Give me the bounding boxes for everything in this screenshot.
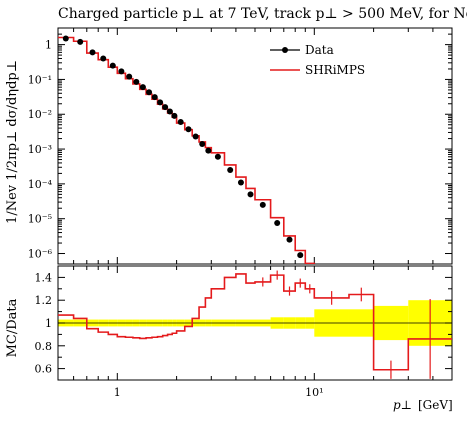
- data-point: [166, 108, 173, 115]
- data-point: [274, 220, 281, 227]
- legend-data-marker: [282, 47, 288, 53]
- y-tick-label-main: 10⁻¹: [28, 73, 52, 86]
- main-frame: [57, 27, 453, 265]
- y-tick-label-main: 1: [45, 39, 52, 52]
- y-axis-label-main: 1/Nev 1/2πp⊥ dσ/dηdp⊥: [5, 60, 20, 224]
- data-point: [297, 252, 304, 259]
- data-point: [205, 147, 212, 154]
- x-axis-label: p⊥ [GeV]: [393, 398, 453, 412]
- y-tick-label-ratio: 0.8: [35, 340, 53, 353]
- y-tick-label-ratio: 1: [45, 317, 52, 330]
- ratio-histogram: [58, 273, 452, 371]
- data-point: [109, 62, 116, 69]
- data-point: [126, 73, 133, 80]
- data-point: [237, 179, 244, 186]
- data-point: [77, 38, 84, 45]
- chart-title: Charged particle p⊥ at 7 TeV, track p⊥ >…: [58, 6, 467, 22]
- data-point: [89, 49, 96, 56]
- series-layer: [58, 35, 452, 379]
- data-point: [214, 153, 221, 160]
- x-axis-label-unit: [GeV]: [418, 398, 453, 412]
- data-point: [162, 104, 169, 111]
- data-point: [227, 167, 234, 174]
- data-point: [247, 191, 254, 198]
- frames: 1 10¹ 1 10⁻¹ 10⁻² 10⁻³ 10⁻⁴ 10⁻⁵ 10⁻⁶ 1.4 1.2 1 0.8 0…: [28, 27, 453, 399]
- y-tick-label-main: 10⁻⁴: [28, 178, 53, 191]
- x-tick-label: 1: [114, 386, 121, 399]
- legend-label-data: Data: [305, 43, 334, 57]
- y-tick-label-main: 10⁻³: [28, 143, 52, 156]
- y-axis-label-ratio: MC/Data: [5, 298, 20, 357]
- x-axis-label-name: p⊥: [393, 398, 412, 412]
- legend: Data SHRiMPS: [270, 43, 365, 77]
- data-point: [286, 236, 293, 243]
- ratio-series: [58, 270, 452, 379]
- data-point: [118, 68, 125, 75]
- data-point: [185, 126, 192, 133]
- y-tick-label-main: 10⁻⁶: [28, 248, 53, 261]
- data-point: [146, 89, 153, 96]
- data-point: [62, 35, 69, 42]
- y-tick-label-main: 10⁻²: [28, 108, 52, 121]
- data-point: [157, 99, 164, 106]
- data-point: [100, 55, 107, 62]
- data-point: [259, 201, 266, 208]
- data-point: [192, 133, 199, 140]
- y-tick-label-main: 10⁻⁵: [28, 213, 52, 226]
- data-point: [177, 118, 184, 125]
- y-tick-label-ratio: 1.2: [35, 294, 53, 307]
- data-point: [139, 84, 146, 91]
- mc-histogram: [58, 36, 316, 264]
- y-tick-label-ratio: 1.4: [35, 271, 53, 284]
- x-tick-label: 10¹: [305, 386, 323, 399]
- y-tick-label-ratio: 0.6: [35, 363, 53, 376]
- data-point: [151, 94, 158, 101]
- data-point: [171, 112, 178, 119]
- data-point: [199, 140, 206, 147]
- legend-label-mc: SHRiMPS: [305, 63, 365, 77]
- data-point: [133, 78, 140, 85]
- main-series: [58, 35, 316, 264]
